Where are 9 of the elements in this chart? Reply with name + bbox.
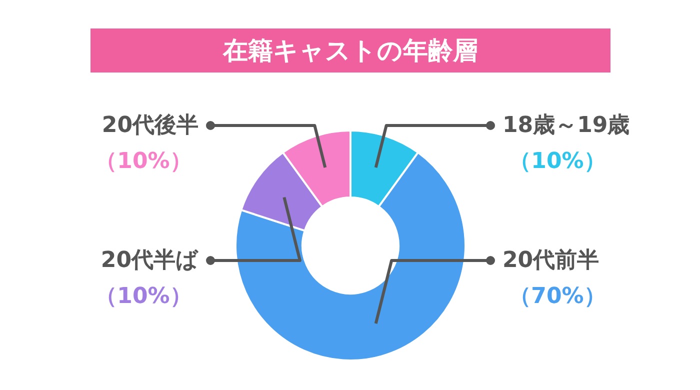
data-label: （10%）: [509, 149, 606, 174]
data-label: （70%）: [509, 284, 606, 309]
data-label: （10%）: [95, 284, 192, 309]
slice-label: 20代後半: [102, 113, 199, 138]
chart-title: 在籍キャストの年齢層: [222, 36, 478, 65]
slice-label: 20代半ば: [100, 248, 200, 273]
data-label: （10%）: [95, 149, 192, 174]
slice-label: 18歳～19歳: [502, 113, 630, 138]
slice-label: 20代前半: [502, 248, 600, 273]
